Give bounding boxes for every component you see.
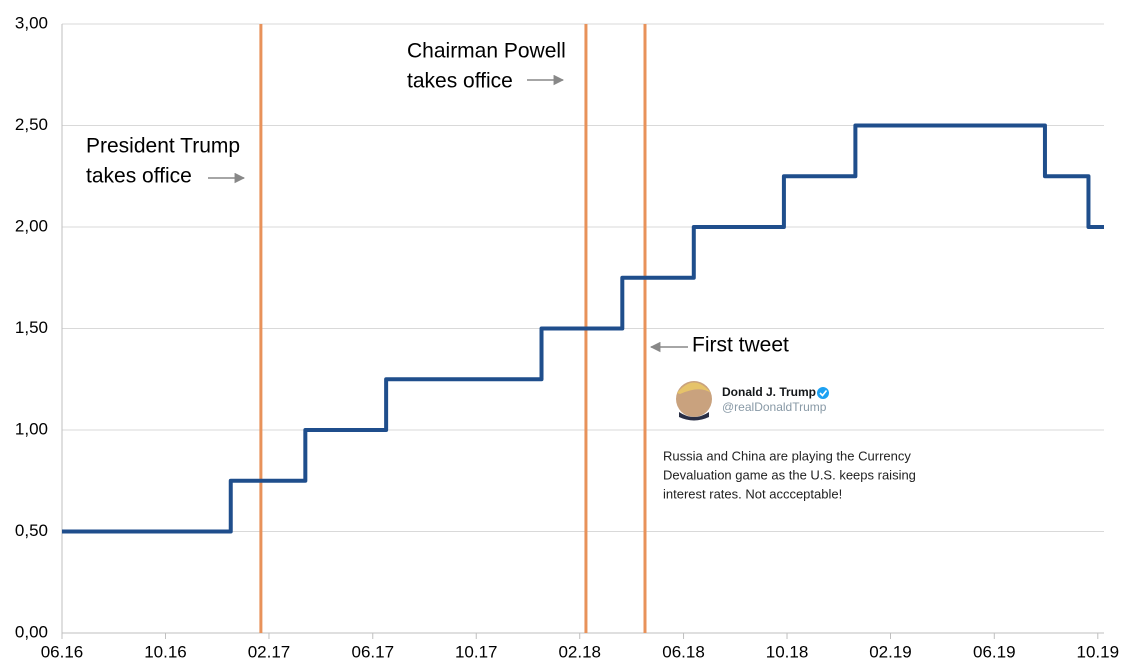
x-tick-label: 10.16 [144,642,187,661]
event-label: First tweet [692,334,789,357]
series-line [62,123,1104,534]
x-tick-label: 06.18 [662,642,705,661]
event-label: takes office [407,70,513,93]
x-tick-label: 02.18 [558,642,601,661]
y-tick-label: 0,50 [15,521,48,540]
y-tick-label: 1,50 [15,318,48,337]
verified-badge [817,387,829,399]
event-label: President Trump [86,135,240,158]
tweet-text: Russia and China are playing the Currenc… [663,448,911,463]
x-tick-label: 06.19 [973,642,1016,661]
y-tick-label: 0,00 [15,622,48,641]
event-label: takes office [86,165,192,188]
x-tick-label: 10.18 [766,642,809,661]
x-tick-label: 06.17 [351,642,394,661]
y-tick-label: 1,00 [15,419,48,438]
x-tick-label: 06.16 [41,642,84,661]
tweet-handle: @realDonaldTrump [722,400,827,414]
event-label: Chairman Powell [407,40,566,63]
x-tick-label: 02.17 [248,642,291,661]
y-tick-label: 2,00 [15,216,48,235]
avatar-hair [677,382,711,394]
x-tick-label: 10.17 [455,642,498,661]
tweet-text: Devaluation game as the U.S. keeps raisi… [663,467,916,482]
tweet: Donald J. Trump@realDonaldTrump Russia an… [663,381,916,501]
tweet-name: Donald J. Trump [722,385,816,399]
x-tick-label: 10.19 [1077,642,1120,661]
avatar-suit [679,412,709,421]
y-tick-label: 3,00 [15,13,48,32]
tweet-text: interest rates. Not accceptable! [663,486,842,501]
x-tick-label: 02.19 [869,642,912,661]
verified-check [819,390,828,397]
y-tick-label: 2,50 [15,115,48,134]
